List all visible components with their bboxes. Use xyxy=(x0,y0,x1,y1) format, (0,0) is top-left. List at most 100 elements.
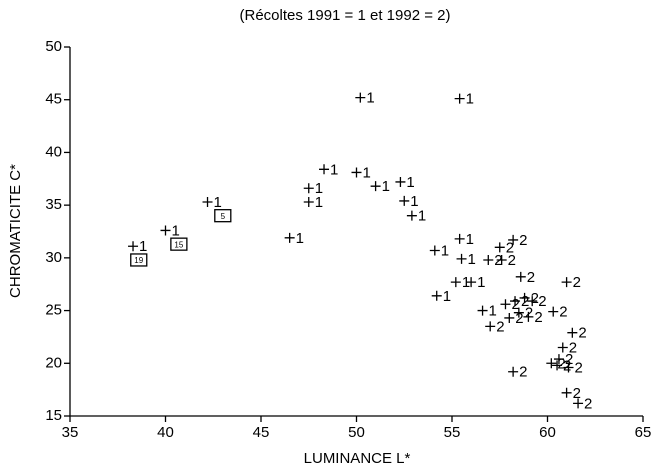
point xyxy=(429,245,440,256)
boxed-point xyxy=(214,209,232,223)
boxed-label: 19 xyxy=(134,256,143,265)
point xyxy=(563,362,574,373)
y-tick-label: 20 xyxy=(45,354,62,371)
point-label: 2 xyxy=(508,252,516,269)
y-axis-label: CHROMATICITE C* xyxy=(7,164,24,298)
point-label: 2 xyxy=(557,355,565,372)
point xyxy=(553,354,564,365)
point xyxy=(515,271,526,282)
point-label: 1 xyxy=(443,288,451,305)
point xyxy=(523,311,534,322)
point-label: 1 xyxy=(406,174,414,191)
point xyxy=(573,398,584,409)
y-tick-label: 50 xyxy=(45,38,62,55)
point-label: 1 xyxy=(418,208,426,225)
point xyxy=(406,210,417,221)
point xyxy=(500,299,511,310)
point-label: 2 xyxy=(569,339,577,356)
point-label: 2 xyxy=(496,318,504,335)
point-label: 1 xyxy=(382,178,390,195)
point-label: 2 xyxy=(573,385,581,402)
point xyxy=(519,292,530,303)
x-tick-label: 65 xyxy=(635,424,652,441)
boxed-label: 5 xyxy=(221,212,226,221)
point-label: 1 xyxy=(462,274,470,291)
point xyxy=(496,254,507,265)
y-tick-label: 25 xyxy=(45,302,62,319)
point-label: 2 xyxy=(578,325,586,342)
y-tick-label: 30 xyxy=(45,249,62,266)
point xyxy=(454,93,465,104)
point-label: 1 xyxy=(366,90,374,107)
point-label: 1 xyxy=(172,222,180,239)
point xyxy=(561,277,572,288)
point-label: 2 xyxy=(559,304,567,321)
point-label: 2 xyxy=(519,364,527,381)
point-label: 2 xyxy=(527,269,535,286)
point-label: 1 xyxy=(477,274,485,291)
point xyxy=(483,254,494,265)
point-label: 1 xyxy=(441,242,449,259)
point xyxy=(319,164,330,175)
point xyxy=(202,196,213,207)
point xyxy=(450,277,461,288)
point xyxy=(513,307,524,318)
point-label: 1 xyxy=(363,164,371,181)
point-label: 1 xyxy=(315,180,323,197)
x-tick-label: 35 xyxy=(62,424,79,441)
x-axis-label: LUMINANCE L* xyxy=(304,450,411,467)
point-label: 2 xyxy=(519,232,527,249)
point-label: 2 xyxy=(531,290,539,307)
point-label: 1 xyxy=(410,193,418,210)
point-label: 2 xyxy=(534,309,542,326)
point xyxy=(431,290,442,301)
point xyxy=(494,242,505,253)
point xyxy=(485,321,496,332)
point-label: 2 xyxy=(506,239,514,256)
y-tick-label: 40 xyxy=(45,143,62,160)
point xyxy=(510,296,521,307)
point xyxy=(160,225,171,236)
point xyxy=(456,253,467,264)
point xyxy=(284,232,295,243)
point xyxy=(370,181,381,192)
point xyxy=(567,327,578,338)
point-label: 1 xyxy=(466,91,474,108)
x-tick-label: 40 xyxy=(157,424,174,441)
point xyxy=(303,196,314,207)
point-label: 2 xyxy=(573,274,581,291)
point xyxy=(561,387,572,398)
point xyxy=(527,296,538,307)
point xyxy=(477,305,488,316)
point-label: 2 xyxy=(575,359,583,376)
point xyxy=(546,358,557,369)
x-tick-label: 50 xyxy=(348,424,365,441)
point-label: 1 xyxy=(139,238,147,255)
boxed-point xyxy=(170,237,188,251)
point xyxy=(351,167,362,178)
point-label: 1 xyxy=(214,194,222,211)
chart-title: (Récoltes 1991 = 1 et 1992 = 2) xyxy=(240,7,451,24)
point-label: 2 xyxy=(584,395,592,412)
point-label: 2 xyxy=(538,293,546,310)
y-tick-label: 15 xyxy=(45,407,62,424)
point-label: 1 xyxy=(489,303,497,320)
x-tick-label: 60 xyxy=(539,424,556,441)
point-label: 1 xyxy=(315,194,323,211)
y-tick-label: 45 xyxy=(45,91,62,108)
point xyxy=(454,233,465,244)
x-tick-label: 55 xyxy=(444,424,461,441)
point-label: 1 xyxy=(330,161,338,178)
point xyxy=(128,241,139,252)
point xyxy=(466,277,477,288)
point-label: 2 xyxy=(515,310,523,327)
y-tick-label: 35 xyxy=(45,196,62,213)
point-label: 1 xyxy=(296,230,304,247)
point xyxy=(504,312,515,323)
point xyxy=(303,183,314,194)
point xyxy=(508,234,519,245)
point xyxy=(508,366,519,377)
point-label: 1 xyxy=(466,231,474,248)
point-label: 2 xyxy=(563,357,571,374)
